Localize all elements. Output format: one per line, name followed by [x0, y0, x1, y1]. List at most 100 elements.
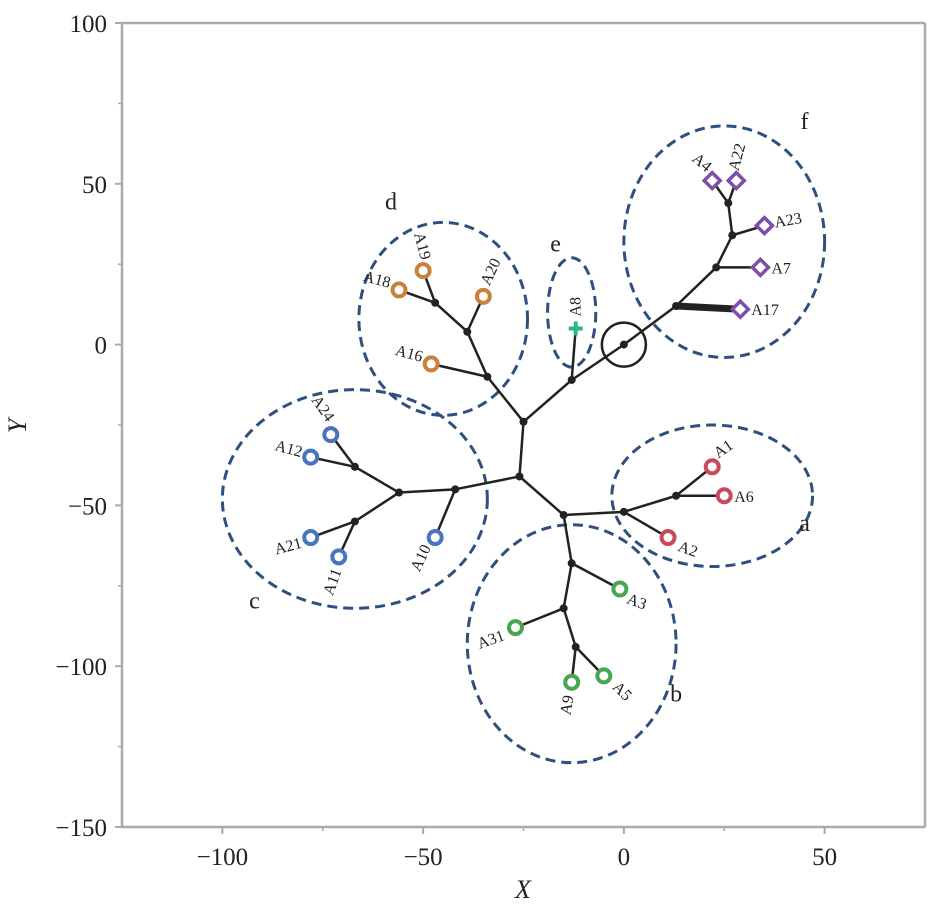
internal-node	[559, 604, 568, 613]
leaf-marker-A22	[725, 170, 747, 192]
cluster-ellipse-c	[220, 388, 489, 610]
tree-edge	[622, 304, 678, 346]
tree-edge	[727, 201, 734, 237]
y-tick-label: 50	[82, 172, 107, 199]
cluster-ellipse-f	[622, 124, 827, 359]
leaf-label-A17: A17	[751, 302, 779, 319]
y-tick-label: −100	[55, 654, 107, 681]
internal-node	[395, 488, 404, 497]
axes: X Y −100 −50 0 50 −150 −100 −50 0 50 100	[3, 11, 837, 904]
leaf-label-A9: A9	[557, 694, 577, 716]
leaf-marker-A24	[322, 426, 340, 444]
leaf-label-A16: A16	[393, 342, 424, 366]
tree-edge	[570, 327, 577, 382]
x-tick-label: 50	[812, 844, 837, 871]
y-tick-label: 100	[70, 11, 108, 38]
tree-edge	[397, 488, 457, 494]
x-tick-label: 0	[618, 844, 631, 871]
leaf-label-A19: A19	[410, 231, 434, 262]
tree-nodes	[350, 199, 737, 651]
leaf-label-A6: A6	[734, 489, 754, 506]
tree-edge	[518, 420, 525, 478]
internal-node	[728, 231, 737, 240]
tree-edge	[570, 562, 622, 591]
tree-edge	[429, 362, 489, 379]
internal-node	[559, 511, 568, 520]
cluster-ellipse-a	[610, 423, 815, 569]
leaf-marker-A10	[426, 529, 444, 547]
tree-edge	[562, 513, 573, 565]
y-tick-label: −50	[68, 493, 107, 520]
internal-node	[567, 375, 576, 384]
leaf-marker-A7	[749, 256, 771, 278]
leaf-label-A22: A22	[726, 142, 750, 173]
cluster-label-d: d	[385, 190, 397, 216]
tree-edge	[672, 302, 744, 313]
cluster-label-a: a	[799, 511, 810, 537]
internal-node	[451, 485, 460, 494]
tree-edge	[622, 494, 678, 514]
cluster-label-c: c	[249, 588, 260, 614]
y-tick-label: −150	[55, 815, 107, 842]
internal-node	[619, 507, 628, 516]
tree-edge	[562, 562, 573, 610]
tree-edge	[353, 465, 401, 494]
internal-node	[672, 491, 681, 500]
tree-edge	[353, 491, 401, 523]
tree-edge	[433, 301, 469, 333]
leaf-label-A5: A5	[609, 679, 635, 705]
tree-edge	[522, 378, 573, 424]
internal-node	[431, 298, 440, 307]
tree-edge	[453, 475, 521, 491]
leaf-marker-A2	[659, 529, 677, 547]
leaf-label-A2: A2	[676, 538, 700, 561]
leaf-marker-A20	[474, 287, 492, 305]
leaf-marker-A23	[753, 215, 775, 237]
leaf-marker-A12	[302, 448, 320, 466]
internal-node	[619, 340, 628, 349]
leaf-marker-A11	[330, 548, 348, 566]
leaf-label-A10: A10	[408, 542, 435, 574]
tree-edge	[514, 607, 565, 629]
leaf-marker-A6	[715, 487, 733, 505]
leaf-label-A3: A3	[624, 591, 648, 614]
internal-node	[724, 199, 733, 208]
internal-node	[350, 462, 359, 471]
internal-node	[515, 472, 524, 481]
leaf-marker-A5	[595, 667, 613, 685]
tree-edge	[466, 330, 489, 379]
leaf-marker-A1	[703, 458, 721, 476]
leaf-marker-A4	[701, 170, 723, 192]
leaf-label-A1: A1	[711, 437, 737, 462]
leaf-label-A23: A23	[773, 210, 803, 232]
x-tick-label: −100	[197, 844, 249, 871]
leaf-marker-A31	[506, 619, 524, 637]
leaf-marker-A9	[563, 673, 581, 691]
tree-edge	[714, 234, 734, 269]
plot-frame	[115, 21, 927, 834]
cluster-labels: a b c d e f	[249, 109, 810, 707]
y-axis-label: Y	[3, 416, 32, 433]
leaf-marker-A17	[729, 298, 751, 320]
leaf-marker-A3	[611, 580, 629, 598]
leaf-label-A11: A11	[320, 566, 345, 597]
tree-edges	[309, 179, 766, 684]
x-axis-label: X	[514, 875, 532, 904]
tree-edge	[674, 266, 718, 308]
leaf-markers	[302, 170, 775, 691]
tree-edge	[570, 343, 626, 382]
internal-node	[350, 517, 359, 526]
x-tick-label: −50	[404, 844, 443, 871]
root-circle	[600, 321, 648, 368]
leaf-marker-A18	[390, 281, 408, 299]
internal-node	[567, 559, 576, 568]
tree-edge	[486, 375, 525, 424]
leaf-label-A18: A18	[361, 268, 392, 292]
tree-edge	[562, 607, 577, 649]
internal-node	[571, 642, 580, 651]
tree-edge	[622, 510, 670, 539]
leaf-label-A31: A31	[475, 627, 507, 652]
internal-node	[483, 372, 492, 381]
